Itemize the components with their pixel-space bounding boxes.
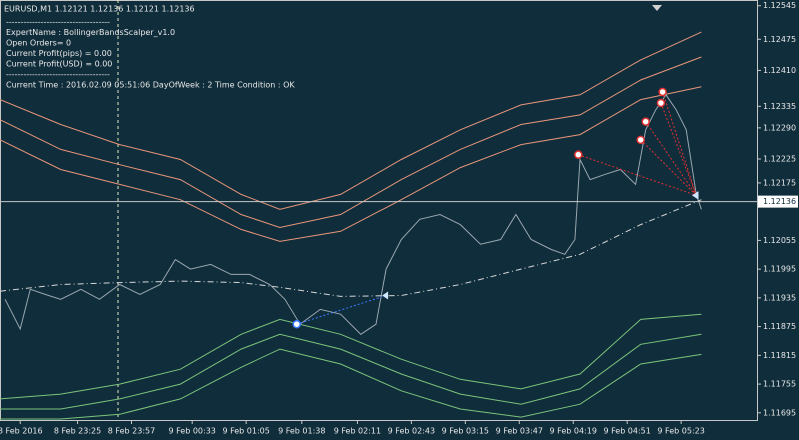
y-tick-label: 1.12290 [763, 123, 796, 132]
x-tick-label: 9 Feb 03:47 [496, 427, 543, 436]
band-line [0, 199, 702, 297]
band-line [0, 333, 702, 410]
trade-line [660, 102, 697, 196]
y-tick-label: 1.11815 [763, 351, 796, 360]
current-price-label: 1.12136 [763, 197, 796, 206]
trade-close [382, 291, 389, 300]
x-tick-label: 9 Feb 00:33 [168, 427, 215, 436]
band-line [0, 31, 702, 210]
x-tick-label: 8 Feb 23:25 [54, 427, 101, 436]
trade-open [658, 87, 667, 97]
y-tick-label: 1.12545 [763, 1, 796, 10]
info-line: ExpertName : BollingerBandsScalper_v1.0 [6, 28, 175, 37]
y-tick-label: 1.12225 [763, 154, 796, 163]
x-tick-label: 9 Feb 01:38 [278, 427, 325, 436]
y-tick-label: 1.11695 [763, 408, 796, 417]
band-line [0, 56, 702, 229]
x-tick-label: 9 Feb 05:23 [657, 427, 704, 436]
chart-title: EURUSD,M1 1.12121 1.12136 1.12121 1.1213… [4, 5, 195, 14]
info-line: Current Time : 2016.02.09 05:51:06 DayOf… [6, 81, 295, 90]
y-tick-label: 1.12055 [763, 236, 796, 245]
y-tick-label: 1.11875 [763, 322, 796, 331]
y-tick-label: 1.12335 [763, 102, 796, 111]
x-tick-label: 9 Feb 04:51 [603, 427, 650, 436]
x-tick-label: 8 Feb 2016 [0, 427, 43, 436]
trade-open [641, 117, 650, 126]
x-tick-label: 9 Feb 04:19 [550, 427, 597, 436]
y-tick-label: 1.12410 [763, 66, 796, 75]
band-line [0, 313, 702, 400]
trade-line [578, 154, 697, 196]
trade-line [640, 139, 697, 196]
price-line [4, 93, 702, 335]
y-tick-label: 1.12475 [763, 35, 796, 44]
x-tick-label: 9 Feb 01:05 [222, 427, 269, 436]
x-tick-label: 9 Feb 02:11 [334, 427, 381, 436]
current-price-box [758, 195, 798, 208]
trade-open [292, 319, 301, 329]
y-tick-label: 1.11935 [763, 293, 796, 302]
band-line [0, 86, 702, 242]
y-tick-label: 1.11755 [763, 380, 796, 389]
trade-line [645, 121, 697, 196]
info-line: Current Profit(pips) = 0.00 [6, 49, 112, 58]
trade-open [574, 150, 583, 159]
info-line: ------------------------------------ [6, 70, 110, 79]
trade-open [656, 98, 666, 108]
info-line: ------------------------------------ [6, 18, 110, 27]
x-tick-label: 8 Feb 23:57 [108, 427, 155, 436]
y-tick-label: 1.12175 [763, 178, 796, 187]
info-line: Open Orders= 0 [6, 39, 71, 48]
y-tick-label: 1.11995 [763, 265, 796, 274]
trade-close [692, 191, 699, 200]
trade-open [636, 135, 645, 145]
plot-frame [0, 0, 758, 421]
x-tick-label: 9 Feb 03:15 [442, 427, 489, 436]
menu-icon[interactable] [652, 5, 662, 11]
band-line [0, 348, 702, 420]
info-line: Current Profit(USD) = 0.00 [6, 60, 112, 69]
x-tick-label: 9 Feb 02:43 [388, 427, 435, 436]
